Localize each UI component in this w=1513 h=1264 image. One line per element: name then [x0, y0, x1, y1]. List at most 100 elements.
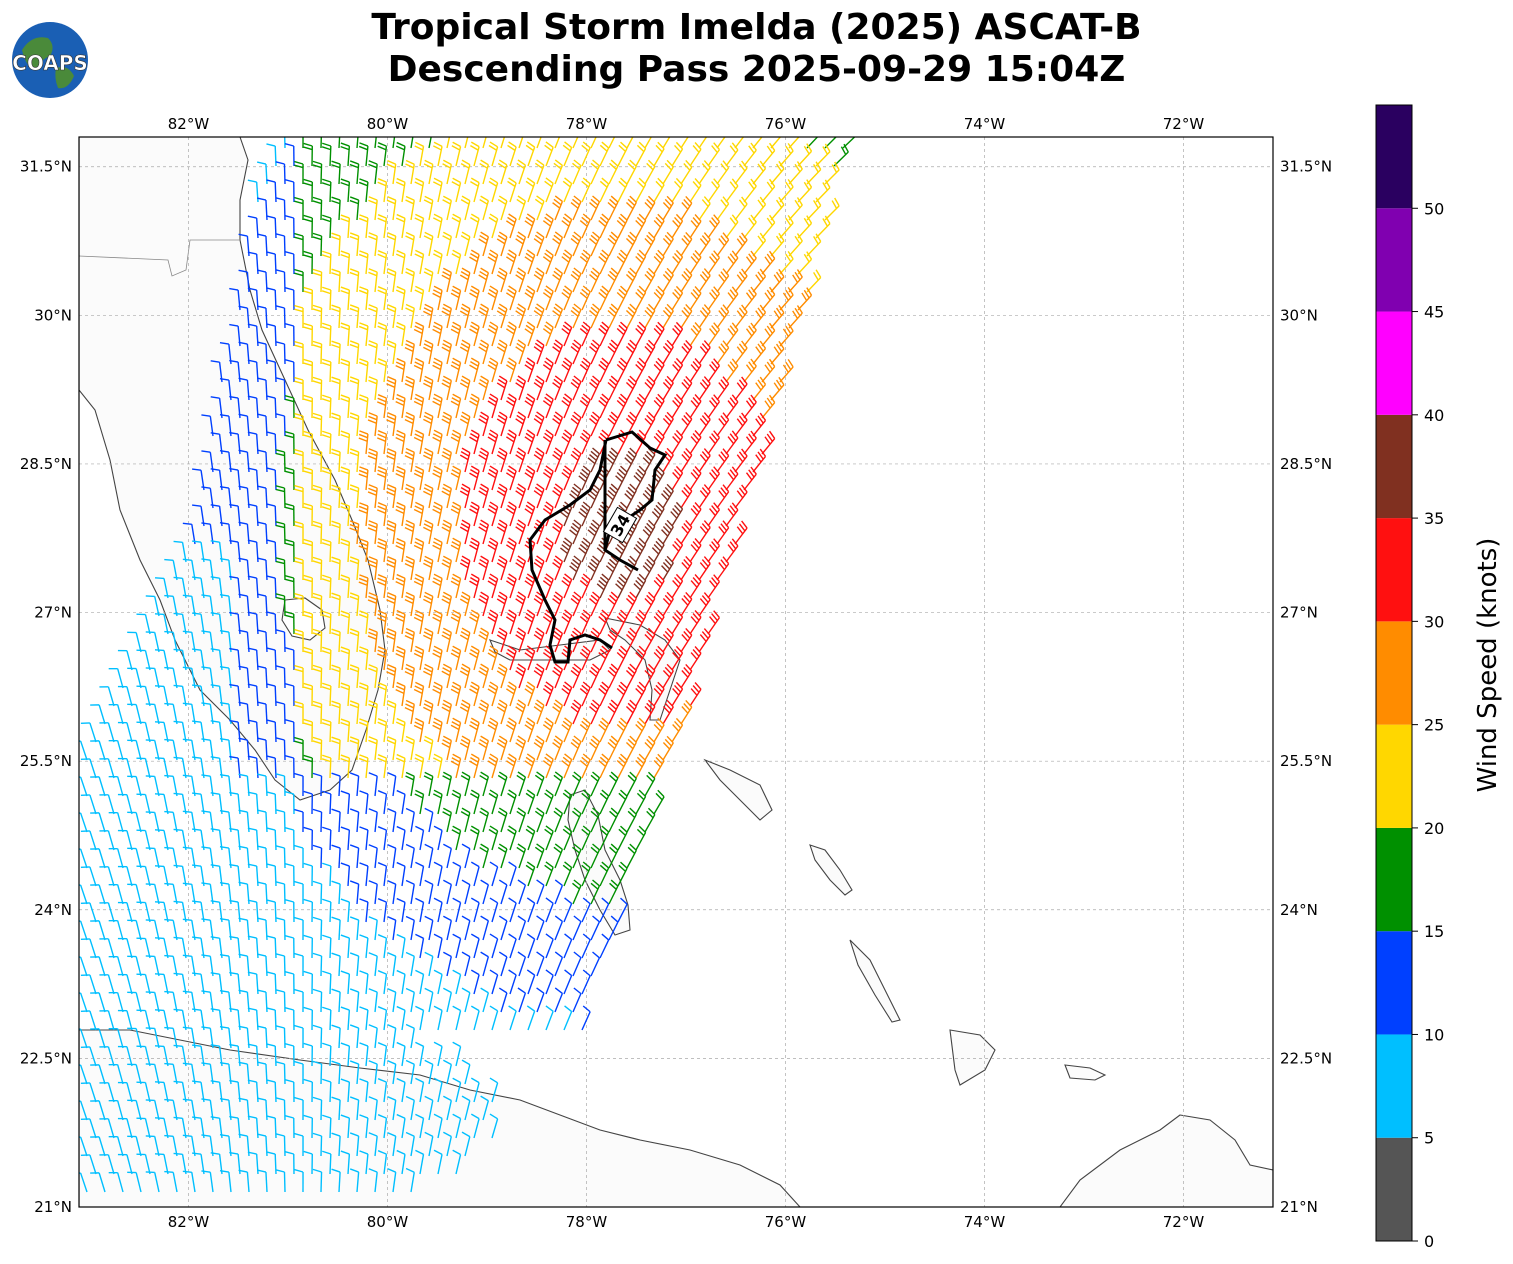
wind-barb: [127, 811, 142, 833]
axis-tick-labels: 82°W82°W80°W80°W78°W78°W76°W76°W74°W74°W…: [20, 115, 1332, 1231]
wind-barb: [386, 375, 397, 401]
wind-barb: [396, 825, 406, 851]
wind-barb: [432, 213, 443, 239]
wind-barb: [441, 699, 452, 725]
wind-barb: [266, 863, 277, 887]
wind-barb: [99, 1010, 115, 1031]
wind-barb: [563, 1005, 573, 1031]
wind-barb: [752, 137, 763, 149]
wind-barb: [423, 771, 434, 797]
wind-barb: [496, 735, 508, 761]
wind-barb: [108, 1064, 124, 1085]
wind-barb: [387, 951, 397, 977]
wind-barb: [136, 865, 151, 887]
wind-barb: [377, 250, 388, 275]
wind-barb: [331, 628, 341, 653]
wind-barb: [470, 933, 480, 959]
wind-barb: [405, 807, 415, 833]
wind-barb: [433, 1005, 443, 1031]
wind-barb: [284, 359, 295, 383]
wind-barb: [450, 321, 462, 347]
lat-tick-label-left: 28.5°N: [20, 455, 72, 473]
wind-barb: [294, 1168, 304, 1193]
wind-barb: [671, 177, 684, 203]
wind-barb: [349, 988, 360, 1013]
wind-barb: [578, 537, 591, 563]
wind-barb: [496, 375, 508, 401]
wind-barb: [761, 322, 776, 347]
wind-barb: [99, 758, 115, 779]
coaps-logo: COAPS: [10, 20, 90, 100]
wind-barb: [294, 808, 304, 833]
wind-barb: [815, 143, 831, 167]
wind-barb: [561, 357, 573, 383]
wind-barb: [515, 375, 527, 401]
wind-barb: [376, 502, 388, 527]
logo-text: COAPS: [12, 51, 88, 75]
wind-barb: [698, 448, 711, 473]
wind-barb: [480, 987, 490, 1013]
wind-barb: [487, 393, 499, 419]
wind-barb: [524, 285, 536, 311]
wind-barb: [413, 465, 425, 491]
wind-barb: [414, 141, 425, 167]
wind-barb: [358, 574, 369, 599]
wind-barb: [542, 321, 554, 347]
wind-barb: [127, 1099, 142, 1121]
wind-barb: [359, 1114, 369, 1139]
wind-barb: [478, 303, 490, 329]
wind-barb: [303, 574, 313, 599]
wind-barb: [716, 376, 730, 401]
wind-barb: [460, 195, 471, 221]
wind-barb: [377, 934, 388, 959]
wind-barb: [590, 137, 597, 149]
wind-barb: [599, 141, 610, 167]
wind-barb: [478, 591, 490, 617]
wind-barb: [579, 285, 591, 311]
wind-barb: [635, 249, 647, 275]
wind-barb: [441, 735, 452, 761]
wind-barb: [698, 520, 711, 545]
wind-barb: [441, 375, 452, 401]
wind-barb: [368, 736, 378, 761]
wind-barb: [127, 667, 142, 689]
colorbar-label: Wind Speed (knots): [1473, 538, 1503, 793]
wind-barb: [644, 627, 656, 653]
wind-barb: [617, 141, 628, 167]
wind-barb: [367, 484, 378, 509]
wind-barb: [294, 340, 304, 365]
wind-barb: [359, 1150, 369, 1175]
wind-barb: [349, 448, 360, 473]
wind-barb: [413, 573, 425, 599]
wind-barb: [552, 627, 564, 653]
wind-barb: [284, 287, 295, 311]
wind-barb: [579, 321, 591, 347]
wind-barb: [451, 825, 462, 851]
wind-barb: [625, 195, 637, 221]
wind-barb: [515, 519, 527, 545]
colorbar-tick-label: 10: [1424, 1025, 1444, 1044]
wind-barb: [90, 1172, 106, 1193]
wind-barb: [596, 573, 610, 599]
wind-barb: [689, 250, 702, 275]
wind-barb: [797, 251, 813, 275]
wind-barb: [734, 137, 745, 149]
wind-barb: [443, 1059, 452, 1085]
wind-barb: [635, 357, 647, 383]
wind-barb: [533, 375, 545, 401]
wind-barb: [716, 448, 730, 473]
wind-barb: [396, 933, 406, 959]
wind-barb: [275, 413, 286, 437]
wind-barb: [479, 159, 490, 185]
wind-barb: [424, 951, 434, 977]
wind-barb: [303, 754, 313, 779]
wind-barb: [734, 160, 748, 185]
wind-barb: [607, 591, 619, 617]
wind-barb: [587, 519, 601, 545]
wind-barb: [734, 520, 748, 545]
wind-barb: [478, 699, 490, 725]
wind-barb: [284, 1007, 295, 1031]
wind-barb: [396, 1077, 406, 1103]
wind-barb: [725, 502, 739, 527]
wind-barb: [164, 702, 178, 725]
